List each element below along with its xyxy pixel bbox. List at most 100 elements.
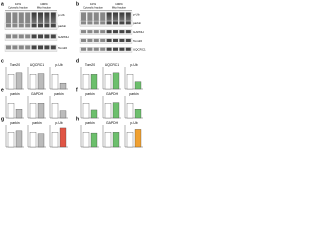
bar <box>90 74 98 90</box>
blot-band <box>25 23 31 28</box>
bar <box>126 74 134 90</box>
blot-band <box>100 21 106 25</box>
blot-band <box>38 45 43 50</box>
blot-band <box>100 12 106 25</box>
blot-band <box>25 45 31 50</box>
bar <box>126 103 134 119</box>
bar <box>7 103 15 119</box>
band-label: p-Ub <box>58 13 65 17</box>
blot-band <box>6 12 11 28</box>
band-label: parkin <box>58 24 67 28</box>
blot-band <box>93 30 99 34</box>
blot-header: 10% <box>90 2 96 6</box>
blot-band <box>81 30 86 34</box>
blot-band <box>31 34 37 39</box>
blot-band <box>38 12 43 28</box>
chart-title: GAPDH <box>31 92 44 96</box>
blot-fraction: Mito fraction <box>112 6 127 10</box>
bar <box>7 132 15 148</box>
blot-band <box>18 45 24 50</box>
panel-label: b <box>76 1 79 7</box>
bar <box>90 109 98 119</box>
bar <box>104 74 112 90</box>
bar <box>82 132 90 148</box>
blot-fraction: Cytosolic fraction <box>8 6 28 10</box>
blot-band <box>100 38 106 42</box>
blot-band <box>6 34 11 39</box>
panel-label: d <box>76 58 79 64</box>
chart-title: GAPDH <box>106 92 119 96</box>
blot-header: 100% <box>40 2 48 6</box>
panel-label: a <box>1 1 4 7</box>
chart-title: p-Ub <box>55 121 62 125</box>
blot-band <box>12 23 18 28</box>
blot-band <box>87 12 93 25</box>
blot-band <box>113 30 118 34</box>
chart-title: Tom20 <box>10 63 20 67</box>
bar <box>112 102 120 119</box>
chart-title: GAPDH <box>106 121 119 125</box>
chart-title: parkin <box>54 92 63 96</box>
bar <box>15 72 23 90</box>
bar <box>29 103 37 119</box>
blot-band <box>81 21 86 25</box>
blot-band <box>106 12 112 25</box>
blot-band <box>12 45 18 50</box>
blot-band <box>100 47 106 51</box>
panel-label: c <box>1 58 4 64</box>
bar <box>59 82 67 90</box>
blot-band <box>81 47 86 51</box>
chart-title: p-Ub <box>130 121 137 125</box>
blot-band <box>106 47 112 51</box>
blot-band <box>81 12 86 25</box>
bar <box>82 103 90 119</box>
blot-band <box>50 12 56 28</box>
blot-band <box>106 21 112 25</box>
chart-title: p-Ub <box>55 63 62 67</box>
blot-band <box>18 34 24 39</box>
band-label: Tom20 <box>133 39 142 43</box>
bar <box>126 132 134 148</box>
blot-strip <box>4 44 58 52</box>
blot-band <box>106 38 112 42</box>
blot-band <box>44 12 50 28</box>
bar <box>15 109 23 119</box>
band-label: Tom20 <box>58 46 67 50</box>
blot-strip <box>79 47 133 53</box>
band-label: UQCRC1 <box>133 48 146 52</box>
blot-band <box>25 34 31 39</box>
bar <box>37 103 45 119</box>
bar <box>29 132 37 148</box>
bar <box>134 109 142 119</box>
blot-strip <box>4 22 58 30</box>
panel-label: h <box>76 116 79 122</box>
blot-band <box>119 30 125 34</box>
bar <box>112 132 120 148</box>
blot-band <box>106 30 112 34</box>
blot-band <box>87 30 93 34</box>
blot-band <box>38 34 43 39</box>
bar <box>51 132 59 148</box>
chart-title: parkin <box>129 92 138 96</box>
chart-title: parkin <box>10 121 19 125</box>
chart-title: parkin <box>85 121 94 125</box>
blot-fraction: Mito fraction <box>37 6 52 10</box>
blot-band <box>100 30 106 34</box>
blot-band <box>119 38 125 42</box>
blot-header: 100% <box>115 2 123 6</box>
blot-band <box>87 38 93 42</box>
bar <box>15 130 23 148</box>
bar <box>104 132 112 148</box>
chart-title: UQCRC1 <box>105 63 119 67</box>
blot-strip <box>79 29 133 35</box>
bar <box>90 132 98 148</box>
blot-band <box>93 38 99 42</box>
blot-band <box>93 47 99 51</box>
bar <box>7 74 15 90</box>
bar <box>37 133 45 148</box>
blot-band <box>119 21 125 25</box>
panel-label: g <box>1 116 4 122</box>
blot-band <box>125 47 131 51</box>
chart-title: parkin <box>85 92 94 96</box>
blot-band <box>12 34 18 39</box>
